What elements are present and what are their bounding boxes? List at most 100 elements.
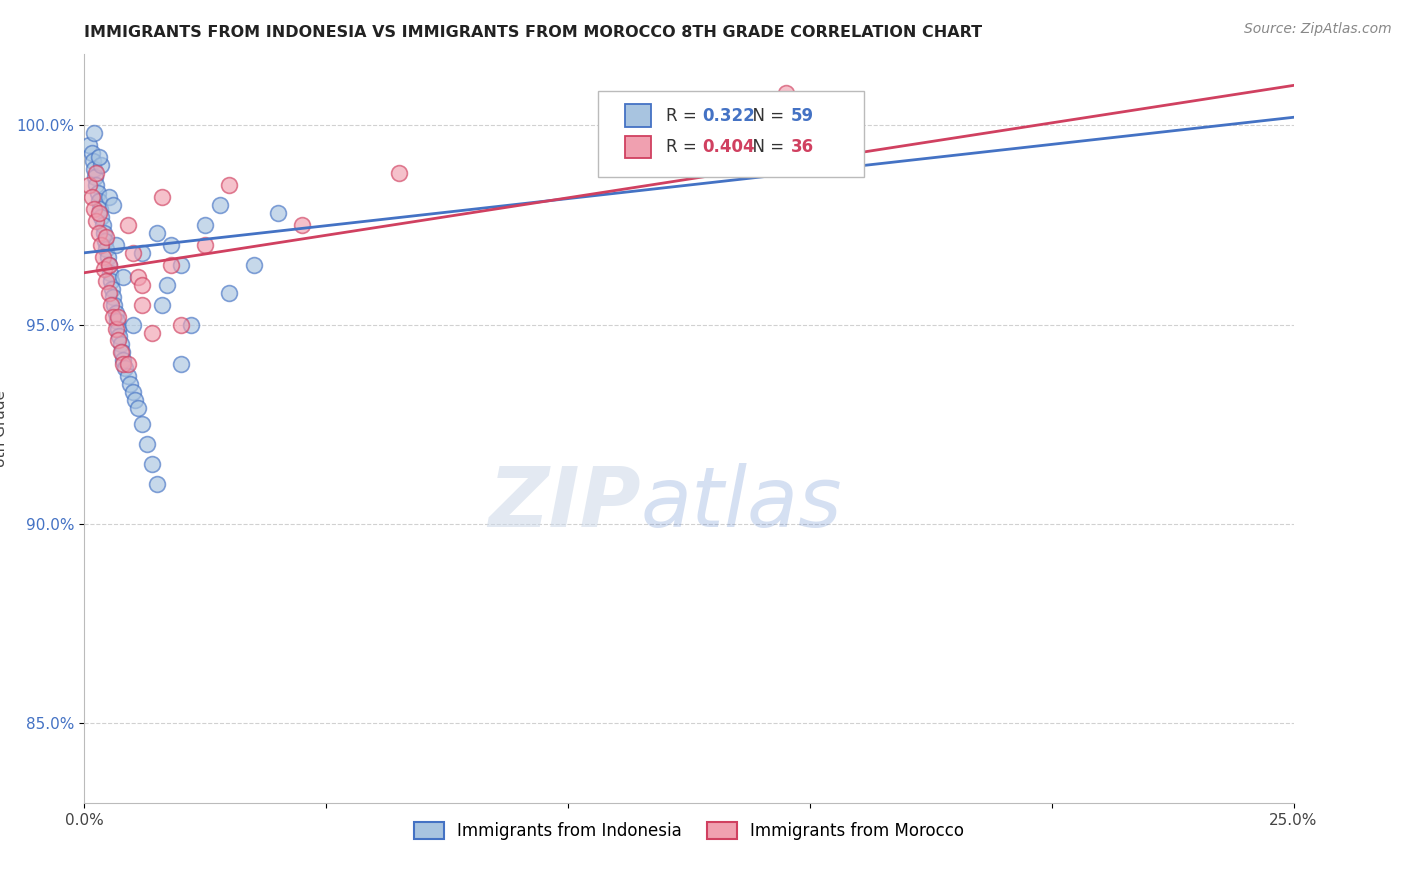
Point — [124, 393, 146, 408]
Point — [86, 178, 108, 192]
Point — [103, 310, 125, 324]
Point — [127, 269, 149, 284]
Point — [121, 385, 143, 400]
Point — [120, 377, 142, 392]
Point — [208, 198, 231, 212]
Point — [155, 277, 177, 292]
Point — [98, 266, 121, 280]
Point — [83, 126, 105, 140]
Point — [87, 194, 110, 208]
Point — [131, 297, 153, 311]
Point — [114, 361, 136, 376]
Point — [141, 326, 163, 340]
Point — [141, 457, 163, 471]
Point — [111, 345, 134, 359]
Point — [89, 202, 111, 216]
Point — [97, 285, 120, 300]
Point — [127, 401, 149, 416]
Point — [150, 297, 173, 311]
Point — [117, 369, 139, 384]
Point — [775, 87, 797, 101]
Point — [110, 337, 132, 351]
Point — [107, 334, 129, 348]
Point — [160, 258, 183, 272]
Point — [82, 154, 104, 169]
Point — [170, 318, 193, 332]
Point — [77, 138, 100, 153]
Point — [170, 258, 193, 272]
Point — [121, 245, 143, 260]
Point — [101, 282, 124, 296]
Text: N =: N = — [742, 107, 790, 125]
Point — [112, 353, 135, 368]
Point — [107, 310, 129, 324]
Text: atlas: atlas — [641, 463, 842, 543]
Point — [93, 226, 115, 240]
FancyBboxPatch shape — [599, 91, 865, 178]
Point — [131, 245, 153, 260]
Text: Source: ZipAtlas.com: Source: ZipAtlas.com — [1244, 22, 1392, 37]
Text: R =: R = — [666, 107, 702, 125]
Point — [97, 250, 120, 264]
Point — [87, 226, 110, 240]
Point — [194, 237, 217, 252]
Point — [388, 166, 411, 180]
Point — [136, 437, 159, 451]
Point — [83, 202, 105, 216]
Point — [267, 206, 290, 220]
Point — [110, 345, 132, 359]
Text: 0.404: 0.404 — [702, 138, 755, 156]
Legend: Immigrants from Indonesia, Immigrants from Morocco: Immigrants from Indonesia, Immigrants fr… — [408, 815, 970, 847]
Point — [83, 162, 105, 177]
Point — [77, 178, 100, 192]
Point — [105, 313, 128, 327]
Point — [90, 210, 112, 224]
Point — [91, 250, 114, 264]
Point — [112, 358, 135, 372]
Point — [180, 318, 202, 332]
Point — [108, 329, 131, 343]
Point — [146, 226, 169, 240]
Point — [103, 297, 125, 311]
Point — [87, 150, 110, 164]
Point — [150, 190, 173, 204]
Text: N =: N = — [742, 138, 790, 156]
Point — [170, 358, 193, 372]
Point — [94, 230, 117, 244]
Point — [93, 261, 115, 276]
Point — [104, 237, 127, 252]
Text: 36: 36 — [790, 138, 814, 156]
Point — [94, 274, 117, 288]
Point — [87, 186, 110, 200]
Point — [112, 269, 135, 284]
Y-axis label: 8th Grade: 8th Grade — [0, 390, 8, 467]
Point — [218, 285, 240, 300]
Point — [87, 206, 110, 220]
Point — [194, 218, 217, 232]
Point — [218, 178, 240, 192]
Point — [242, 258, 264, 272]
Text: 0.322: 0.322 — [702, 107, 755, 125]
FancyBboxPatch shape — [624, 136, 651, 159]
Point — [131, 277, 153, 292]
Point — [104, 321, 127, 335]
Point — [93, 234, 115, 248]
Point — [121, 318, 143, 332]
Point — [90, 158, 112, 172]
Point — [97, 258, 120, 272]
Point — [107, 321, 129, 335]
Point — [97, 258, 120, 272]
Point — [104, 305, 127, 319]
Text: 59: 59 — [790, 107, 814, 125]
Point — [103, 290, 125, 304]
Point — [80, 146, 103, 161]
Point — [94, 242, 117, 256]
Point — [90, 237, 112, 252]
Point — [160, 237, 183, 252]
Point — [91, 218, 114, 232]
Point — [80, 190, 103, 204]
Point — [100, 297, 122, 311]
Text: R =: R = — [666, 138, 702, 156]
Point — [97, 190, 120, 204]
Point — [86, 214, 108, 228]
